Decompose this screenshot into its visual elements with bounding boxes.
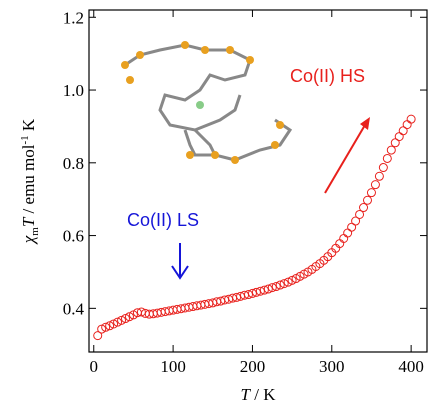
y-axis-label: χmT / emu mol-1 K (19, 118, 41, 245)
x-tick-label: 0 (90, 357, 99, 376)
y-tick-label: 1.0 (63, 81, 84, 100)
data-point (379, 164, 387, 172)
x-label-part: / K (250, 385, 276, 404)
x-tick-label: 100 (160, 357, 186, 376)
x-axis-label: T / K (241, 385, 277, 404)
y-label-part: -1 (19, 135, 31, 144)
data-point (367, 189, 375, 197)
chart: Co(II) HS Co(II) LS T / K χmT / emu mol-… (0, 0, 428, 410)
data-point (360, 204, 368, 212)
data-point (363, 196, 371, 204)
annotation-arrow (325, 125, 365, 193)
data-point (344, 229, 352, 237)
data-point (340, 234, 348, 242)
x-tick-label: 200 (240, 357, 266, 376)
data-point (395, 133, 403, 141)
molecule-illustration (121, 41, 290, 164)
data-point (387, 146, 395, 154)
data-point (407, 115, 415, 123)
y-tick-label: 0.6 (63, 227, 84, 246)
data-point (375, 172, 383, 180)
data-point (403, 121, 411, 129)
x-tick-label: 300 (319, 357, 345, 376)
annotation-arrow-head (360, 117, 370, 130)
y-tick-label: 1.2 (63, 8, 84, 27)
annotation: Co(II) HS (290, 66, 365, 86)
annotation: Co(II) LS (127, 210, 199, 230)
y-tick-label: 0.8 (63, 154, 84, 173)
x-tick-label: 400 (398, 357, 424, 376)
y-label-part: K (19, 118, 38, 135)
data-point (383, 154, 391, 162)
y-tick-label: 0.4 (63, 299, 85, 318)
y-label-part: / emu mol (19, 144, 38, 217)
data-point (371, 181, 379, 189)
